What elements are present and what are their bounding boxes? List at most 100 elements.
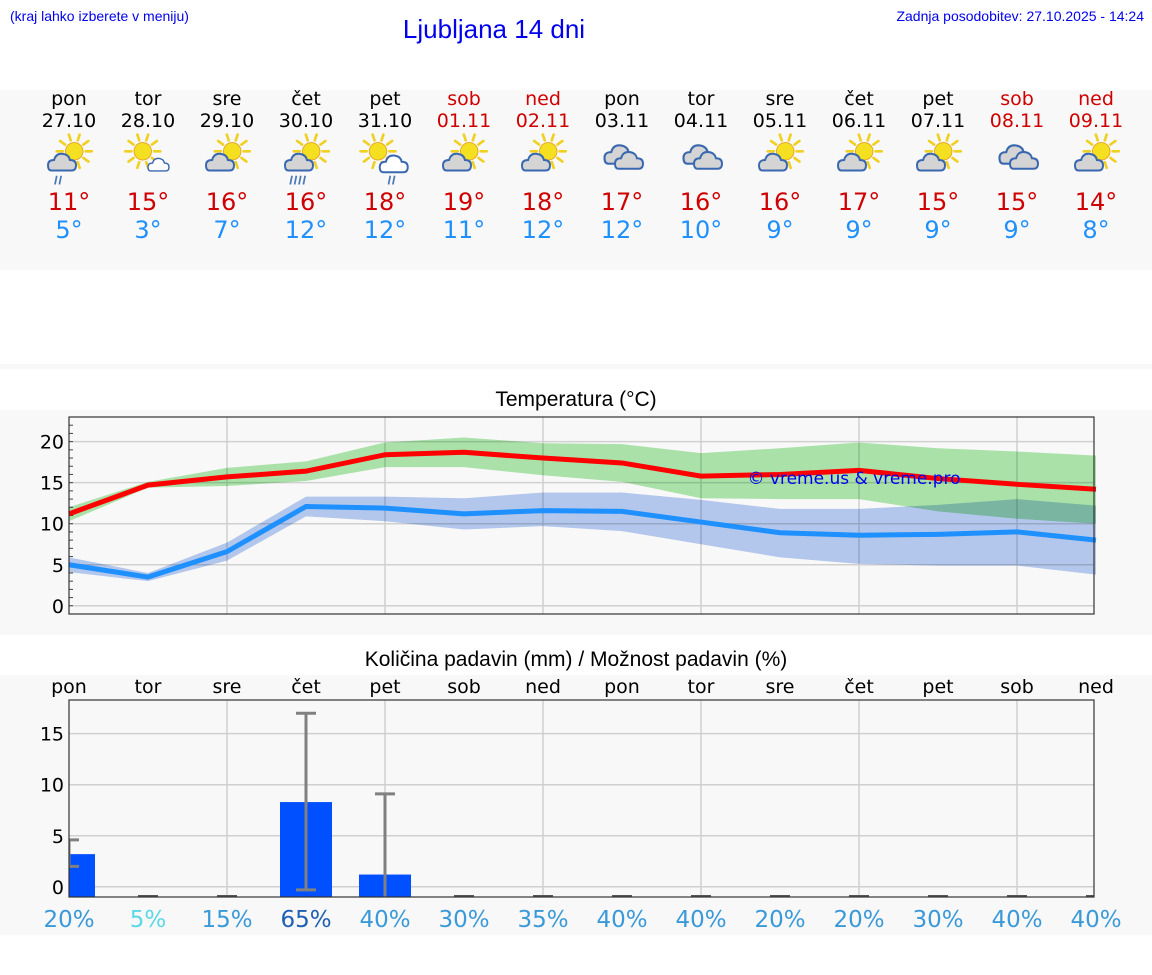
- precipitation-probability: 30%: [912, 907, 963, 933]
- cloudy-icon: [603, 144, 644, 170]
- min-temperature: 12°: [600, 216, 644, 244]
- day-label: sob: [1000, 676, 1034, 698]
- day-label: tor: [135, 676, 162, 698]
- min-temperature: 9°: [924, 216, 952, 244]
- max-temperature: 19°: [442, 188, 486, 216]
- day-date: 02.11: [515, 110, 571, 132]
- min-temperature: 12°: [363, 216, 407, 244]
- day-name: sre: [765, 88, 795, 110]
- day-date: 01.11: [436, 110, 492, 132]
- day-date: 04.11: [673, 110, 729, 132]
- min-temperature: 3°: [134, 216, 162, 244]
- day-label: pon: [51, 676, 87, 698]
- daily-forecast: pon 27.10 11° 5° tor 28.10 15° 3° sre 29.1…: [0, 88, 1152, 268]
- max-temperature-range-band: [69, 437, 1096, 524]
- day-forecast: tor 28.10 15° 3°: [108, 88, 188, 268]
- min-temperature: 12°: [521, 216, 565, 244]
- day-forecast: pet 07.11 15° 9°: [898, 88, 978, 268]
- y-tick-label: 20: [40, 432, 64, 454]
- y-tick-label: 5: [52, 555, 64, 577]
- day-date: 29.10: [199, 110, 255, 132]
- day-forecast: čet 30.10 16° 12°: [266, 88, 346, 268]
- location-menu-hint: (kraj lahko izberete v meniju): [10, 8, 189, 24]
- day-label: ned: [525, 676, 561, 698]
- day-label: sob: [447, 676, 481, 698]
- day-name: čet: [291, 88, 321, 110]
- y-tick-label: 0: [52, 596, 64, 618]
- max-temperature: 18°: [521, 188, 565, 216]
- day-label: ned: [1078, 676, 1114, 698]
- day-date: 06.11: [831, 110, 887, 132]
- min-temperature: 7°: [213, 216, 241, 244]
- min-temperature: 11°: [442, 216, 486, 244]
- day-date: 07.11: [910, 110, 966, 132]
- max-temperature: 16°: [758, 188, 802, 216]
- partly-cloudy-icon: [521, 133, 568, 172]
- day-label: pet: [922, 676, 953, 698]
- max-temperature: 14°: [1074, 188, 1118, 216]
- max-temperature: 17°: [600, 188, 644, 216]
- min-temperature-line: [68, 503, 1097, 580]
- max-temperature: 15°: [916, 188, 960, 216]
- day-date: 27.10: [41, 110, 97, 132]
- day-label: sre: [213, 676, 242, 698]
- max-temperature: 11°: [47, 188, 91, 216]
- sun-cloud-rain-icon: [359, 133, 409, 185]
- day-name: ned: [1078, 88, 1114, 110]
- precipitation-probability: 30%: [438, 907, 489, 933]
- y-tick-label: 15: [40, 724, 64, 746]
- max-temperature: 15°: [126, 188, 170, 216]
- day-date: 30.10: [278, 110, 334, 132]
- watermark: © vreme.us & vreme.pro: [747, 469, 960, 489]
- day-label: pon: [604, 676, 640, 698]
- min-temperature: 8°: [1082, 216, 1110, 244]
- partly-cloudy-icon: [205, 133, 252, 172]
- day-forecast: pet 31.10 18° 12°: [345, 88, 425, 268]
- day-label: čet: [844, 676, 874, 698]
- day-date: 09.11: [1068, 110, 1124, 132]
- partly-cloudy-heavy-rain-icon: [284, 133, 331, 185]
- precipitation-probability: 40%: [596, 907, 647, 933]
- day-forecast: pon 03.11 17° 12°: [582, 88, 662, 268]
- partly-cloudy-icon: [758, 133, 805, 172]
- page-title: Ljubljana 14 dni: [402, 14, 586, 44]
- precipitation-chart-title: Količina padavin (mm) / Možnost padavin …: [364, 648, 788, 671]
- day-forecast: sre 29.10 16° 7°: [187, 88, 267, 268]
- min-temperature: 12°: [284, 216, 328, 244]
- max-temperature: 16°: [679, 188, 723, 216]
- day-label: čet: [291, 676, 321, 698]
- day-forecast: sob 01.11 19° 11°: [424, 88, 504, 268]
- day-label: sre: [766, 676, 795, 698]
- min-temperature: 10°: [679, 216, 723, 244]
- precipitation-probability: 40%: [1070, 907, 1121, 933]
- min-temperature: 9°: [1003, 216, 1031, 244]
- day-name: sre: [212, 88, 242, 110]
- forecast-strip: [0, 90, 1152, 270]
- day-forecast: ned 09.11 14° 8°: [1056, 88, 1136, 268]
- max-temperature: 18°: [363, 188, 407, 216]
- day-name: ned: [525, 88, 561, 110]
- max-temperature: 16°: [284, 188, 328, 216]
- day-name: sob: [447, 88, 481, 110]
- y-tick-label: 10: [40, 775, 64, 797]
- y-tick-label: 5: [52, 826, 64, 848]
- day-name: pon: [604, 88, 640, 110]
- day-name: pet: [922, 88, 954, 110]
- day-label: pet: [369, 676, 400, 698]
- day-date: 28.10: [120, 110, 176, 132]
- day-name: tor: [134, 88, 162, 110]
- day-name: pon: [51, 88, 87, 110]
- min-temperature: 9°: [845, 216, 873, 244]
- day-forecast: pon 27.10 11° 5°: [29, 88, 109, 268]
- day-date: 08.11: [989, 110, 1045, 132]
- partly-cloudy-rain-icon: [47, 133, 94, 185]
- max-temperature: 17°: [837, 188, 881, 216]
- day-date: 31.10: [357, 110, 413, 132]
- divider: [0, 364, 1152, 369]
- precipitation-probability: 20%: [754, 907, 805, 933]
- min-temperature-range-band: [69, 492, 1096, 582]
- precipitation-probability: 15%: [201, 907, 252, 933]
- precipitation-probability: 40%: [359, 907, 410, 933]
- precipitation-probability: 20%: [43, 907, 94, 933]
- precipitation-bar: [69, 854, 95, 897]
